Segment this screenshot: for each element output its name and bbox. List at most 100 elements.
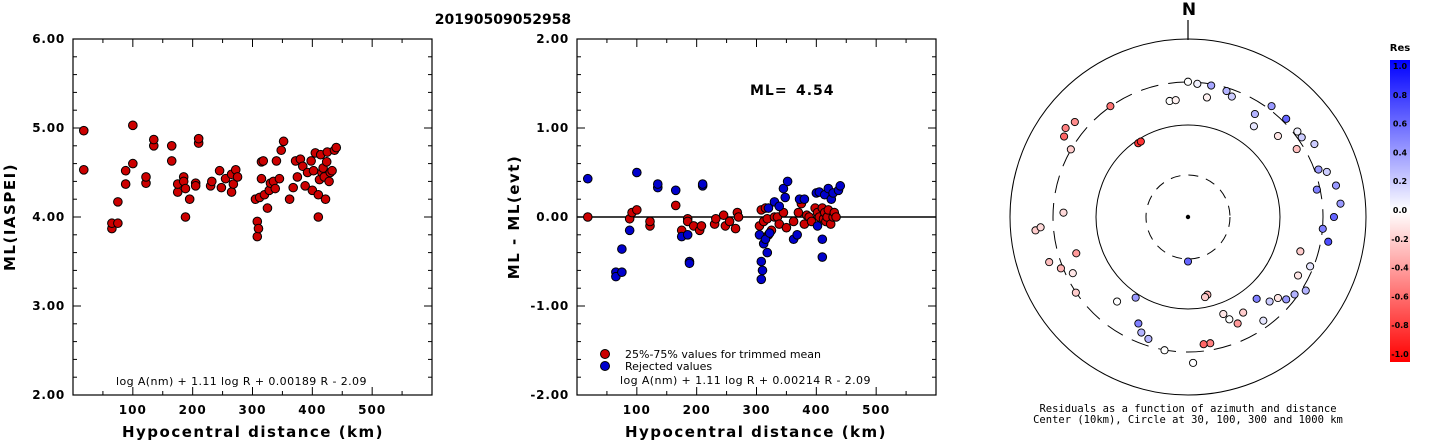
range-circle-30km [1145, 174, 1231, 260]
data-point [711, 213, 721, 224]
data-point [792, 230, 802, 240]
y-tick-label: 6.00 [32, 32, 65, 46]
panel-ml-iaspei: 100 200 300 400 500 2.00 3.00 4.00 5.00 6.00 Hypo… [1, 32, 433, 441]
x-tick-label: 100 [623, 403, 651, 417]
data-point [817, 234, 828, 245]
station-marker [1160, 346, 1169, 355]
data-point [228, 179, 239, 189]
data-point [812, 221, 823, 231]
station-marker [1273, 293, 1283, 303]
x-tick-label: 300 [742, 403, 770, 417]
station-marker [1222, 86, 1231, 96]
station-marker [1137, 328, 1146, 337]
tick-marks [577, 39, 936, 395]
formula-text: log A(nm) + 1.11 log R + 0.00214 R - 2.0… [620, 374, 871, 387]
tick-labels: 100 200 300 400 500 -2.00 -1.00 0.00 1.00 2.00 [530, 32, 889, 417]
station-marker [1189, 358, 1198, 367]
station-marker [1293, 127, 1302, 136]
data-point [733, 212, 744, 222]
station-marker [1259, 316, 1268, 325]
data-point [313, 189, 324, 200]
data-point [764, 228, 775, 238]
colorbar-tick-label: -0.4 [1391, 264, 1409, 273]
colorbar-tick-labels: 1.0 0.8 0.6 0.4 0.2 0.0 -0.2 -0.4 -0.6 -0.8 -1.0 [1391, 62, 1409, 359]
station-marker [1066, 145, 1075, 154]
colorbar-tick-label: -1.0 [1391, 350, 1409, 359]
colorbar-tick-label: 0.6 [1393, 120, 1408, 129]
station-marker [1314, 165, 1323, 174]
data-point [270, 183, 281, 194]
station-marker [1036, 223, 1045, 232]
data-point [128, 120, 138, 131]
station-marker [1282, 114, 1291, 123]
station-marker [1310, 139, 1319, 149]
data-point [166, 141, 177, 151]
station-marker [1171, 96, 1180, 105]
data-point [113, 218, 123, 229]
station-marker [1071, 288, 1080, 297]
station-marker [1296, 247, 1305, 256]
station-marker [1293, 271, 1303, 280]
x-tick-label: 500 [358, 403, 386, 417]
station-marker [1227, 92, 1236, 101]
y-tick-label: 1.00 [536, 121, 569, 135]
data-point [166, 156, 177, 166]
data-point [617, 244, 627, 254]
station-marker [1136, 137, 1145, 146]
data-point [262, 203, 273, 213]
colorbar-tick-label: 1.0 [1393, 62, 1408, 71]
x-axis-label: Hypocentral distance (km) [122, 423, 384, 441]
x-axis-label: Hypocentral distance (km) [625, 423, 887, 441]
data-point [258, 156, 269, 166]
colorbar-title: Res [1390, 43, 1410, 54]
data-point [232, 172, 243, 182]
data-point [216, 182, 227, 193]
data-point [632, 205, 642, 215]
y-tick-label: 4.00 [32, 210, 65, 224]
data-point [670, 185, 681, 196]
station-marker [1249, 122, 1258, 131]
station-marker [1252, 294, 1261, 303]
y-tick-label: -2.00 [530, 388, 569, 402]
colorbar-tick-label: -0.6 [1391, 292, 1409, 301]
north-label: N [1182, 0, 1196, 20]
legend-marker-rejected [600, 361, 610, 371]
data-point [288, 182, 298, 193]
data-point [252, 231, 263, 242]
station-marker [1282, 295, 1291, 304]
colorbar-tick-label: -0.8 [1391, 321, 1409, 330]
x-tick-label: 200 [683, 403, 711, 417]
station-marker [1131, 293, 1140, 302]
colorbar: Res 1.0 0.8 0.6 0.4 0.2 0.0 -0.2 -0.4 -0.6 -0.8 -1… [1390, 43, 1410, 362]
station-marker [1265, 297, 1274, 306]
data-point [292, 172, 303, 182]
data-point [297, 161, 308, 172]
station-marker [1239, 308, 1248, 317]
legend-marker-trimmed [600, 349, 610, 359]
colorbar-tick-label: -0.2 [1391, 235, 1409, 244]
data-point [781, 222, 792, 233]
data-point [320, 194, 331, 204]
data-point [324, 176, 334, 187]
panel-ml-residual: 100 200 300 400 500 -2.00 -1.00 0.00 1.00 2.00 ML… [505, 32, 937, 441]
station-marker [1206, 339, 1215, 348]
station-marker [1193, 79, 1202, 88]
y-tick-label: -1.00 [530, 299, 569, 313]
station-marker [1329, 212, 1339, 222]
data-point [799, 194, 810, 204]
data-point [684, 258, 695, 269]
station-marker [1250, 109, 1259, 119]
station-marker [1312, 185, 1321, 194]
station-marker [1072, 249, 1081, 258]
station-marker [1060, 132, 1069, 141]
station-marker [1113, 297, 1122, 306]
data-point [632, 167, 642, 178]
station-marker [1331, 181, 1341, 190]
data-points [78, 120, 342, 242]
data-point [276, 145, 287, 156]
data-point [148, 134, 159, 145]
y-axis-label: ML - ML(evt) [505, 155, 523, 279]
station-marker [1059, 208, 1068, 217]
x-tick-label: 300 [238, 403, 266, 417]
